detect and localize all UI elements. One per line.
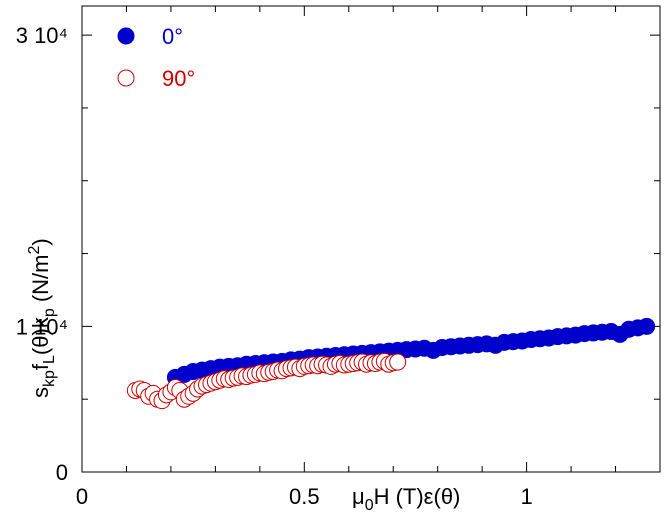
x-axis-label-part: μ <box>352 484 365 509</box>
y-axis-label-part: ) <box>28 238 53 245</box>
y-axis-label-part: (θ)k <box>28 316 53 355</box>
legend-label: 90° <box>162 66 195 91</box>
plot-frame <box>81 5 661 473</box>
y-axis-label-part: kp <box>41 370 58 387</box>
y-axis-label-part: s <box>28 387 53 398</box>
x-axis-label: μ0H (T)ε(θ) <box>352 484 460 514</box>
y-tick-label: 0 <box>56 460 68 485</box>
y-axis-label-part: f <box>28 363 53 370</box>
y-tick-label: 1 10⁴ <box>16 314 68 339</box>
point <box>638 317 656 335</box>
y-tick-label: 3 10⁴ <box>16 23 68 48</box>
y-axis-label: skpfL(θ)kp (N/m2) <box>26 238 58 398</box>
y-axis-label-part: 2 <box>26 246 43 255</box>
x-axis-label-part: 0 <box>365 497 374 514</box>
x-tick-label: 1 <box>520 484 532 509</box>
legend-marker <box>117 69 135 87</box>
y-axis-label-part: (N/m <box>28 255 53 309</box>
legend-label: 0° <box>162 24 183 49</box>
y-axis-label-part: L <box>41 355 58 364</box>
x-axis-label-part: H (T)ε(θ) <box>374 484 461 509</box>
point <box>389 353 407 371</box>
x-tick-label: 0 <box>76 484 88 509</box>
legend-marker <box>117 27 135 45</box>
y-axis-label-part: p <box>41 308 58 317</box>
x-tick-label: 0.5 <box>289 484 320 509</box>
